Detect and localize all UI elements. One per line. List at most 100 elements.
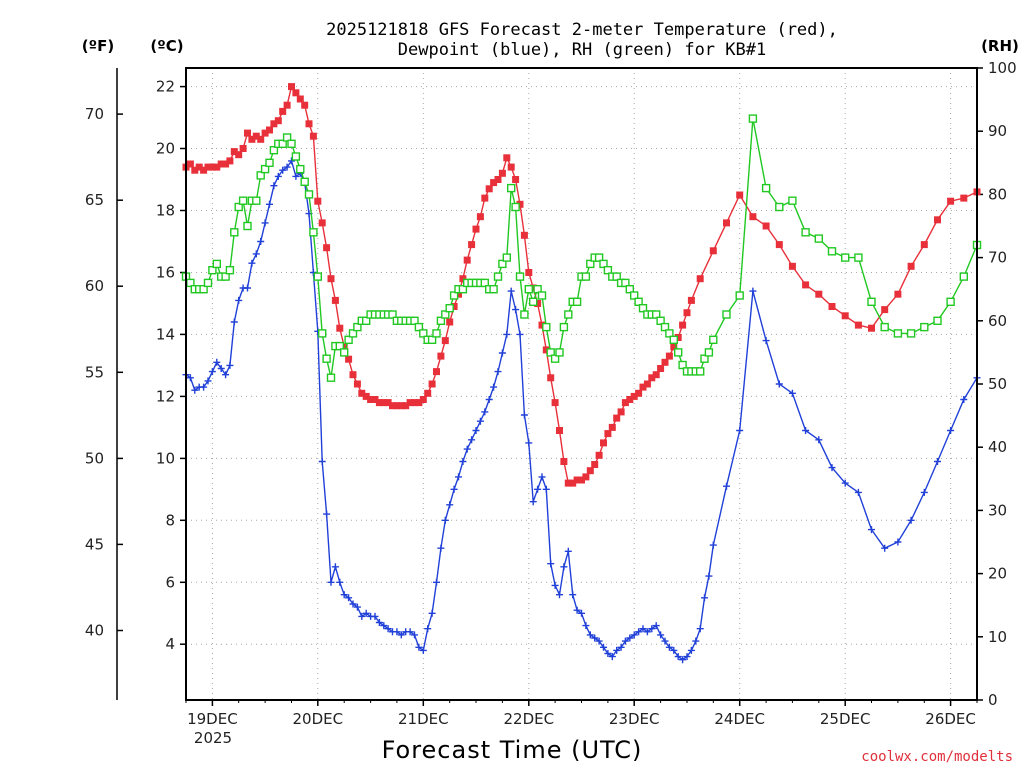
- fahrenheit-tick-label: 70: [85, 105, 104, 123]
- series-dewpoint: [182, 157, 981, 664]
- rh-point: [489, 285, 498, 294]
- rh-point: [269, 145, 279, 155]
- temperature-point: [621, 399, 629, 407]
- celsius-tick-label: 20: [156, 140, 175, 158]
- temperature-point: [802, 281, 810, 289]
- temperature-point: [525, 269, 533, 276]
- dewpoint-point: [459, 458, 467, 465]
- rh-point: [362, 316, 371, 325]
- rh-tick-label: 50: [988, 375, 1007, 393]
- rh-point: [493, 272, 503, 281]
- rh-point: [564, 310, 573, 319]
- temperature-point: [384, 399, 392, 407]
- temperature-point: [503, 154, 511, 162]
- dewpoint-point: [534, 485, 542, 493]
- dewpoint-point: [336, 578, 344, 586]
- dewpoint-point: [248, 259, 256, 267]
- rh-point: [265, 158, 274, 168]
- temperature-point: [679, 321, 687, 329]
- temperature-point: [292, 89, 300, 97]
- temperature-point: [204, 163, 212, 171]
- rh-point: [748, 114, 758, 123]
- temperature-point: [331, 296, 339, 304]
- time-tick-label: 23DEC: [609, 710, 660, 728]
- rh-point: [880, 322, 889, 332]
- rh-point: [546, 348, 555, 357]
- dewpoint-point: [749, 287, 757, 295]
- rh-tick-label: 60: [988, 312, 1007, 330]
- rh-point: [674, 348, 683, 357]
- temperature-point: [604, 430, 612, 438]
- temperature-point: [402, 402, 410, 410]
- temperature-point: [358, 389, 366, 397]
- rh-point: [572, 297, 582, 306]
- rh-point: [221, 272, 230, 281]
- temperature-point: [459, 275, 467, 283]
- temperature-point: [736, 191, 744, 199]
- dewpoint-point: [468, 436, 476, 444]
- rh-point: [537, 291, 547, 300]
- year-label: 2025: [194, 729, 232, 747]
- dewpoint-point: [630, 631, 638, 639]
- rh-point: [296, 164, 305, 174]
- dewpoint-point: [841, 479, 849, 487]
- temperature-point: [881, 306, 889, 314]
- dewpoint-point: [621, 637, 629, 645]
- temperature-point: [411, 399, 418, 407]
- rh-point: [335, 341, 344, 351]
- fahrenheit-tick-label: 40: [85, 622, 104, 640]
- temperature-point: [371, 396, 379, 403]
- temperature-point: [556, 427, 563, 434]
- dewpoint-point: [582, 622, 590, 630]
- temperature-point: [670, 343, 678, 351]
- dewpoint-point: [692, 637, 700, 645]
- rh-point: [445, 304, 454, 313]
- chart-title-line1: 2025121818 GFS Forecast 2-meter Temperat…: [326, 20, 838, 40]
- temperature-point: [815, 290, 823, 298]
- dewpoint-point: [433, 578, 440, 586]
- rh-point: [630, 291, 639, 300]
- temperature-point: [283, 101, 291, 109]
- dewpoint-point: [455, 473, 462, 481]
- temperature-point: [191, 166, 199, 174]
- series-rh: [181, 114, 982, 382]
- rh-point: [550, 354, 560, 363]
- rh-point: [524, 285, 533, 294]
- temperature-point: [340, 343, 348, 351]
- rh-point: [933, 316, 942, 325]
- dewpoint-point: [257, 238, 265, 245]
- dewpoint-point: [353, 603, 361, 611]
- fahrenheit-tick-label: 55: [85, 363, 104, 381]
- dewpoint-point: [600, 643, 607, 651]
- temperature-point: [270, 120, 278, 128]
- dewpoint-point: [815, 436, 823, 444]
- celsius-tick-label: 10: [156, 449, 175, 467]
- dewpoint-point: [547, 560, 555, 568]
- dewpoint-point: [481, 408, 489, 416]
- temperature-point: [868, 324, 875, 332]
- dewpoint-point: [657, 631, 665, 639]
- rh-point: [906, 329, 916, 338]
- rh-point: [665, 329, 674, 338]
- dewpoint-point: [960, 396, 968, 403]
- rh-point: [704, 348, 714, 357]
- dewpoint-point: [512, 306, 520, 314]
- temperature-point: [960, 194, 968, 202]
- rh-tick-label: 0: [988, 691, 998, 709]
- rh-point: [199, 285, 208, 294]
- dewpoint-point: [578, 609, 585, 617]
- temperature-point: [639, 383, 647, 391]
- dewpoint-point: [920, 488, 928, 496]
- rh-point: [287, 139, 296, 149]
- rh-point: [788, 196, 797, 205]
- temperature-point: [226, 157, 234, 165]
- temperature-point: [367, 396, 375, 403]
- temperature-point: [375, 399, 383, 407]
- celsius-tick-label: 8: [165, 511, 175, 529]
- dewpoint-point: [222, 371, 230, 379]
- temperature-point: [595, 451, 603, 459]
- rh-tick-label: 30: [988, 501, 1007, 519]
- dewpoint-point: [775, 380, 783, 388]
- rh-point: [533, 285, 542, 294]
- rh-tick-label: 90: [988, 122, 1007, 140]
